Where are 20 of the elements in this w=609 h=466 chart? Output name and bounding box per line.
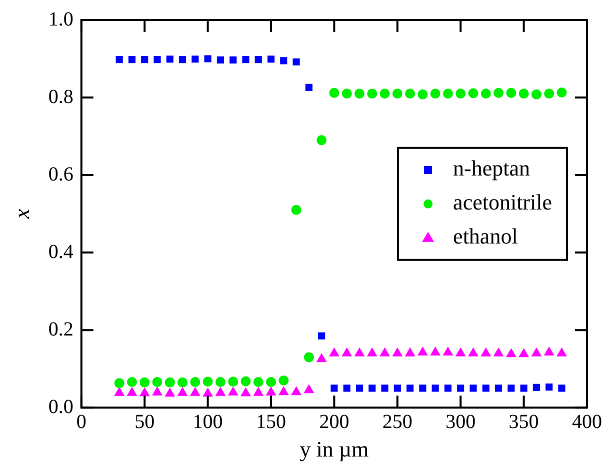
x-tick-label: 400: [572, 410, 602, 433]
x-tick-label: 50: [134, 410, 155, 433]
y-tick-label: 0.6: [48, 163, 74, 186]
y-tick-label: 0.4: [48, 240, 74, 263]
legend-label: n-heptan: [453, 156, 530, 181]
y-tick-label: 0.8: [48, 86, 74, 108]
x-tick-label: 0: [76, 410, 86, 433]
legend-label: acetonitrile: [453, 190, 552, 215]
x-tick-label: 200: [319, 410, 350, 433]
legend-label: ethanol: [453, 224, 518, 249]
x-tick-label: 100: [192, 410, 223, 433]
x-tick-label: 150: [256, 410, 286, 433]
y-axis-title: x: [8, 208, 34, 220]
x-axis-title: y in µm: [300, 436, 369, 462]
y-tick-label: 0.2: [48, 318, 74, 340]
x-tick-label: 250: [382, 410, 412, 433]
x-tick-label: 350: [508, 410, 539, 433]
y-tick-label: 0.0: [48, 396, 74, 418]
y-tick-label: 1.0: [48, 8, 74, 30]
x-tick-label: 300: [446, 410, 476, 433]
